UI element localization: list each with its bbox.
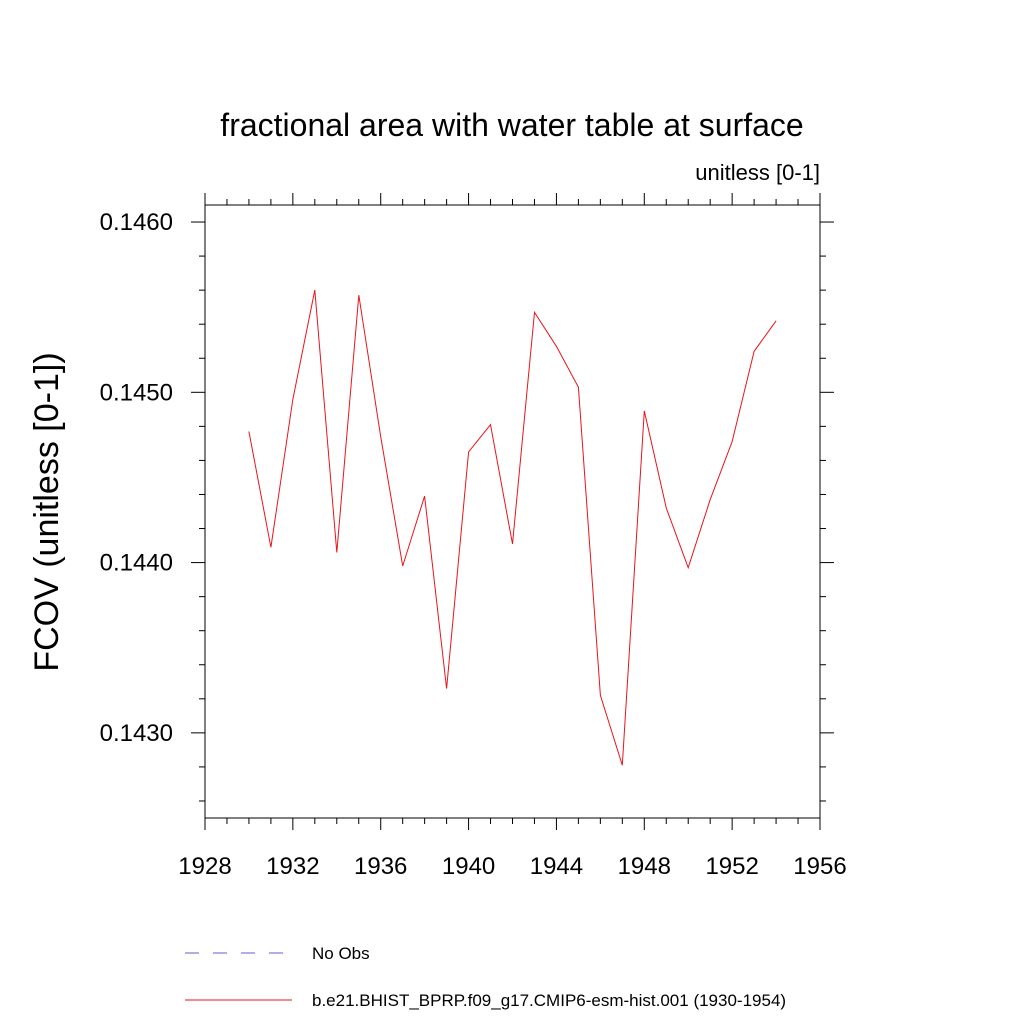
x-tick-label: 1952 (705, 853, 758, 880)
x-tick-label: 1948 (618, 853, 671, 880)
chart-title: fractional area with water table at surf… (220, 107, 803, 143)
x-tick-label: 1956 (793, 853, 846, 880)
plot-frame (204, 204, 821, 819)
x-ticks: 1928 1932 1936 1940 1944 1948 1952 1956 (178, 193, 847, 880)
series-layer (248, 290, 777, 766)
legend-label-no-obs: No Obs (312, 944, 370, 963)
x-tick-label: 1928 (178, 853, 231, 880)
x-tick-label: 1940 (442, 853, 495, 880)
y-ticks: 0.1430 0.1440 0.1450 0.1460 (100, 209, 834, 802)
legend: No Obs b.e21.BHIST_BPRP.f09_g17.CMIP6-es… (185, 944, 786, 1010)
y-axis-label: FCOV (unitless [0-1]) (28, 352, 66, 671)
legend-label-series: b.e21.BHIST_BPRP.f09_g17.CMIP6-esm-hist.… (312, 991, 786, 1010)
series-line (248, 290, 777, 766)
x-tick-label: 1944 (530, 853, 583, 880)
y-tick-label: 0.1440 (100, 550, 173, 577)
x-tick-label: 1936 (354, 853, 407, 880)
y-tick-label: 0.1460 (100, 209, 173, 236)
y-tick-label: 0.1430 (100, 720, 173, 747)
x-tick-label: 1932 (266, 853, 319, 880)
y-tick-label: 0.1450 (100, 379, 173, 406)
chart-subtitle: unitless [0-1] (695, 160, 820, 185)
